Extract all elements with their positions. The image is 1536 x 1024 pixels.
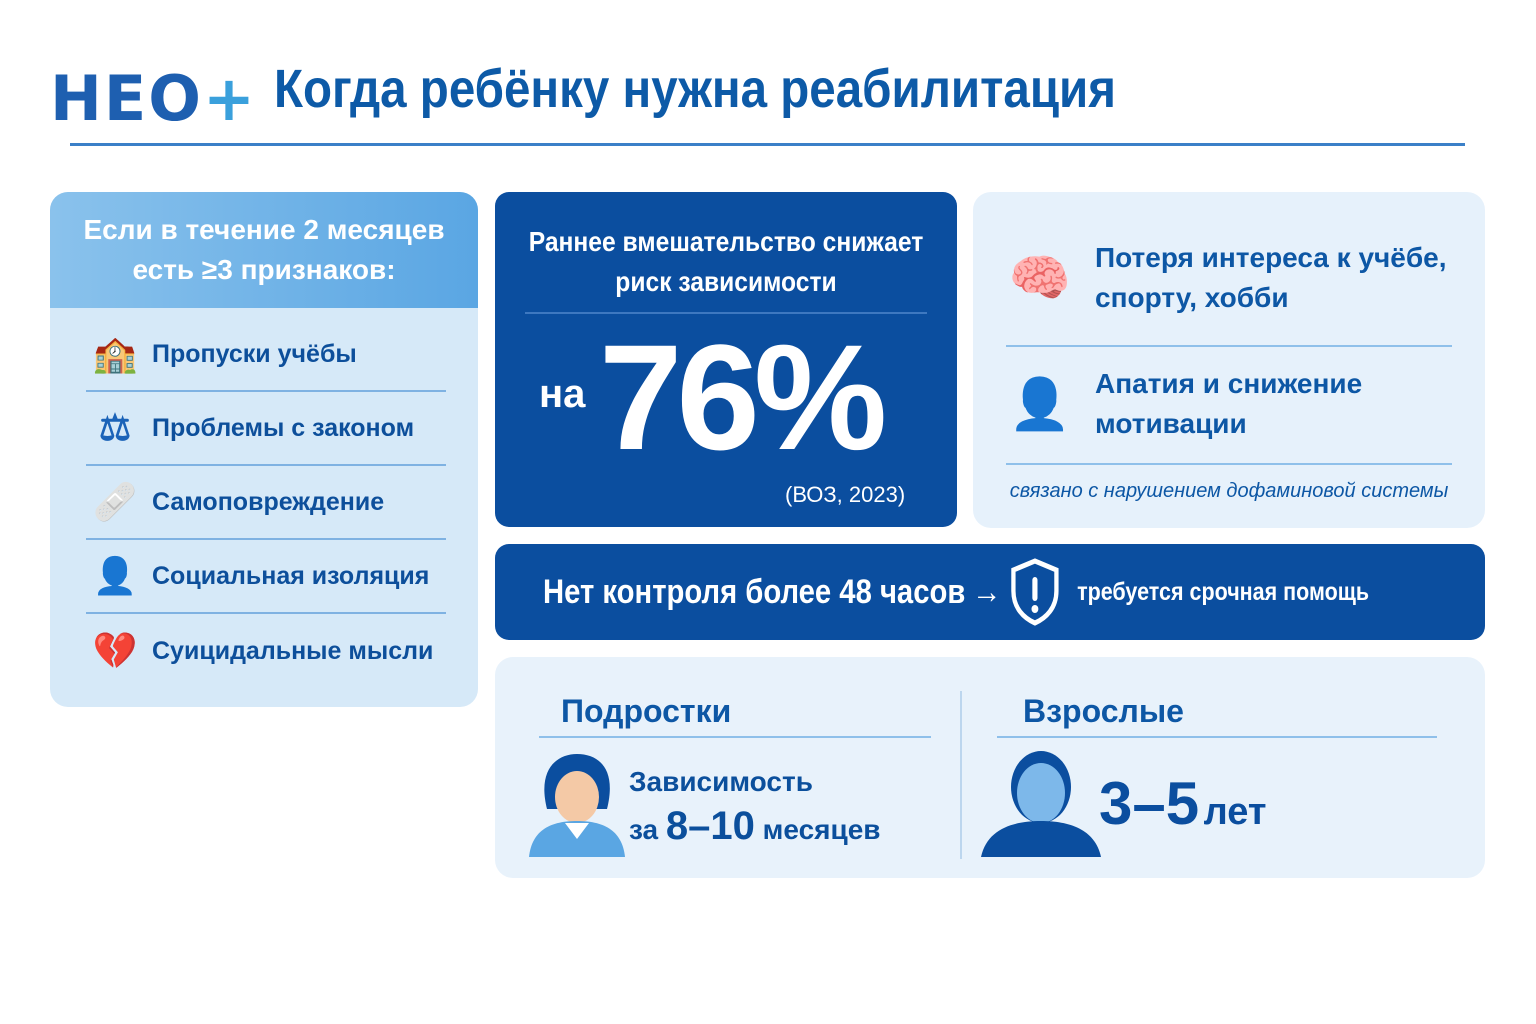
brain-icon: 🧠	[1008, 250, 1072, 306]
symptom-item: 👤 Апатия и снижение мотивации	[1005, 364, 1475, 444]
divider	[525, 312, 927, 314]
banner-text: Нет контроля более 48 часов	[543, 572, 966, 611]
person-icon: 👤	[92, 555, 138, 596]
divider	[997, 736, 1437, 738]
teens-label: Зависимость	[629, 766, 813, 797]
divider	[70, 143, 1465, 146]
page-title: Когда ребёнку нужна реабилитация	[274, 59, 1116, 119]
gavel-icon: ⚖	[98, 407, 132, 448]
sad-person-icon: 👤	[1008, 376, 1072, 432]
school-icon: 🏫	[92, 333, 138, 374]
teen-avatar-icon	[529, 754, 625, 857]
stat-prefix: на	[539, 372, 586, 416]
signs-card: Если в течение 2 месяцев есть ≥3 признак…	[50, 192, 478, 707]
teens-title: Подростки	[561, 693, 732, 729]
sign-item: 🏫 Пропуски учёбы	[86, 318, 446, 392]
urgent-banner: Нет контроля более 48 часов → требуется …	[495, 544, 1485, 640]
sign-item: ⚖ Проблемы с законом	[86, 392, 446, 466]
divider	[1006, 463, 1452, 465]
symptoms-card: 🧠 Потеря интереса к учёбе, спорту, хобби …	[973, 192, 1485, 528]
stat-value: 76%	[599, 313, 887, 481]
symptoms-note: связано с нарушением дофаминовой системы	[1009, 480, 1449, 502]
stat-heading: Раннее вмешательство снижает риск зависи…	[528, 226, 924, 297]
signs-heading: Если в течение 2 месяцев есть ≥3 признак…	[50, 192, 478, 308]
sign-item: 💔 Суицидальные мысли	[86, 614, 446, 688]
banner-action: требуется срочная помощь	[1077, 577, 1370, 606]
adult-avatar-icon	[981, 751, 1101, 857]
divider	[539, 736, 931, 738]
shield-alert-icon	[1011, 558, 1059, 626]
logo: НЕО+	[50, 62, 257, 135]
bandage-icon: 🩹	[92, 481, 138, 522]
adults-duration: 3–5 лет	[1099, 770, 1267, 837]
symptom-item: 🧠 Потеря интереса к учёбе, спорту, хобби	[1005, 238, 1475, 318]
stat-source: (ВОЗ, 2023)	[785, 482, 906, 507]
broken-heart-icon: 💔	[92, 630, 138, 671]
adults-title: Взрослые	[1023, 693, 1184, 729]
teens-duration: за 8–10 месяцев	[629, 804, 881, 848]
stat-card: Раннее вмешательство снижает риск зависи…	[495, 192, 957, 527]
arrow-icon: →	[972, 572, 1002, 611]
sign-item: 👤 Социальная изоляция	[86, 540, 446, 614]
divider	[960, 691, 962, 859]
sign-item: 🩹 Самоповреждение	[86, 466, 446, 540]
divider	[1006, 345, 1452, 347]
comparison-card: Подростки Зависимость за 8–10 месяцев Вз…	[495, 657, 1485, 878]
